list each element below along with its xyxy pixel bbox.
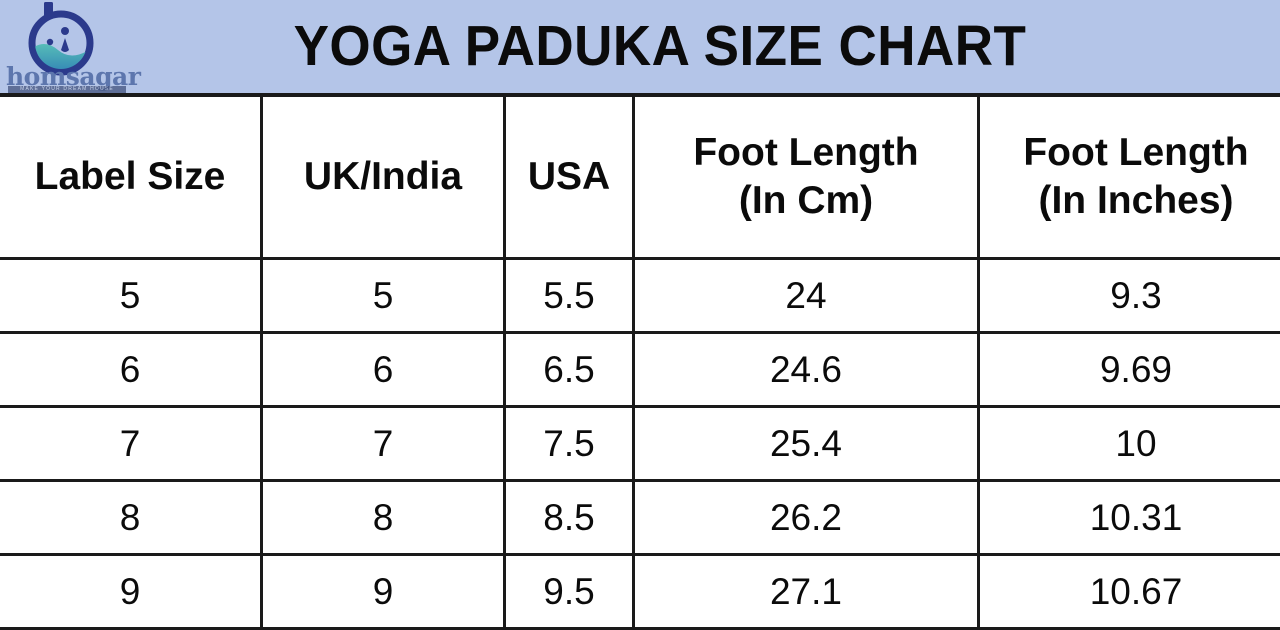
- cell-usa: 5.5: [505, 259, 634, 333]
- cell-foot-length-inches: 10: [979, 407, 1280, 481]
- brand-logo: homsagar MAKE YOUR DREAM HOUSE: [6, 0, 134, 97]
- cell-foot-length-inches: 10.67: [979, 555, 1280, 629]
- column-header-line1: Label Size: [0, 153, 260, 201]
- table-row: 9 9 9.5 27.1 10.67: [0, 555, 1280, 629]
- cell-label-size: 9: [0, 555, 262, 629]
- column-header-line1: Foot Length: [635, 129, 977, 177]
- cell-label-size: 5: [0, 259, 262, 333]
- column-header-line2: (In Cm): [635, 177, 977, 225]
- size-chart-table: Label Size UK/India USA Foot Length (In …: [0, 97, 1280, 630]
- column-header-line1: USA: [506, 153, 632, 201]
- cell-foot-length-inches: 10.31: [979, 481, 1280, 555]
- column-header-uk-india: UK/India: [262, 97, 505, 259]
- cell-foot-length-inches: 9.3: [979, 259, 1280, 333]
- table-row: 8 8 8.5 26.2 10.31: [0, 481, 1280, 555]
- cell-foot-length-cm: 24.6: [634, 333, 979, 407]
- cell-uk-india: 5: [262, 259, 505, 333]
- cell-uk-india: 8: [262, 481, 505, 555]
- column-header-usa: USA: [505, 97, 634, 259]
- cell-label-size: 6: [0, 333, 262, 407]
- cell-uk-india: 6: [262, 333, 505, 407]
- cell-uk-india: 9: [262, 555, 505, 629]
- cell-usa: 8.5: [505, 481, 634, 555]
- column-header-label-size: Label Size: [0, 97, 262, 259]
- column-header-line1: UK/India: [263, 153, 503, 201]
- column-header-line2: (In Inches): [980, 177, 1280, 225]
- column-header-foot-length-cm: Foot Length (In Cm): [634, 97, 979, 259]
- table-row: 6 6 6.5 24.6 9.69: [0, 333, 1280, 407]
- cell-label-size: 8: [0, 481, 262, 555]
- cell-foot-length-cm: 24: [634, 259, 979, 333]
- title-band: homsagar MAKE YOUR DREAM HOUSE YOGA PADU…: [0, 0, 1280, 97]
- page-title: YOGA PADUKA SIZE CHART: [294, 18, 1027, 75]
- cell-label-size: 7: [0, 407, 262, 481]
- cell-foot-length-cm: 27.1: [634, 555, 979, 629]
- table-row: 7 7 7.5 25.4 10: [0, 407, 1280, 481]
- cell-usa: 6.5: [505, 333, 634, 407]
- cell-usa: 7.5: [505, 407, 634, 481]
- cell-foot-length-cm: 25.4: [634, 407, 979, 481]
- logo-tagline: MAKE YOUR DREAM HOUSE: [8, 86, 126, 93]
- column-header-foot-length-inches: Foot Length (In Inches): [979, 97, 1280, 259]
- cell-uk-india: 7: [262, 407, 505, 481]
- cell-foot-length-cm: 26.2: [634, 481, 979, 555]
- table-row: 5 5 5.5 24 9.3: [0, 259, 1280, 333]
- cell-foot-length-inches: 9.69: [979, 333, 1280, 407]
- column-header-line1: Foot Length: [980, 129, 1280, 177]
- cell-usa: 9.5: [505, 555, 634, 629]
- table-header-row: Label Size UK/India USA Foot Length (In …: [0, 97, 1280, 259]
